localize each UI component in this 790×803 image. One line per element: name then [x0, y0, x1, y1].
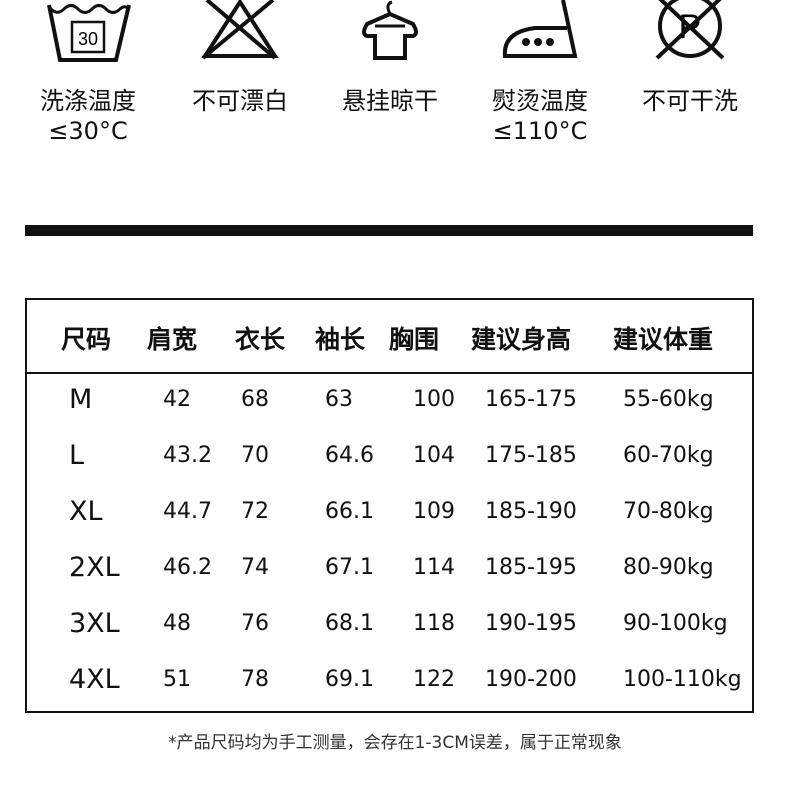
table-cell: 60-70kg: [623, 443, 714, 468]
care-item-wash: 30 洗涤温度 ≤30°C: [13, 0, 163, 145]
table-cell: 68.1: [325, 611, 374, 636]
table-cell: 78: [241, 667, 269, 692]
table-cell: 74: [241, 555, 269, 580]
care-item-hang: 悬挂晾干: [315, 0, 465, 115]
care-item-dryclean: P 不可干洗: [615, 0, 765, 115]
column-header: 建议身高: [471, 325, 572, 354]
table-cell: 185-190: [485, 499, 577, 524]
table-cell: 63: [325, 387, 353, 412]
table-cell: 122: [413, 667, 455, 692]
table-cell: 66.1: [325, 499, 374, 524]
table-cell: 100-110kg: [623, 667, 742, 692]
care-label: 洗涤温度: [40, 87, 136, 115]
table-cell: 42: [163, 387, 191, 412]
care-item-iron: 熨烫温度 ≤110°C: [465, 0, 615, 145]
care-label: 熨烫温度: [492, 87, 588, 115]
table-cell: 104: [413, 443, 455, 468]
size-cell: 3XL: [69, 608, 120, 639]
table-cell: 70: [241, 443, 269, 468]
table-cell: 190-200: [485, 667, 577, 692]
hang-dry-icon: [362, 0, 418, 60]
table-cell: 46.2: [163, 555, 212, 580]
measurement-note: *产品尺码均为手工测量，会存在1-3CM误差，属于正常现象: [168, 733, 622, 753]
table-cell: 70-80kg: [623, 499, 714, 524]
column-header: 袖长: [315, 325, 366, 354]
table-cell: 68: [241, 387, 269, 412]
care-label: 悬挂晾干: [342, 87, 438, 115]
table-cell: 165-175: [485, 387, 577, 412]
iron-medium-icon: [502, 0, 578, 58]
table-cell: 80-90kg: [623, 555, 714, 580]
table-cell: 185-195: [485, 555, 577, 580]
divider-bar: [25, 225, 753, 236]
table-cell: 114: [413, 555, 455, 580]
column-header: 建议体重: [613, 325, 714, 354]
size-table: 尺码 肩宽 衣长 袖长 胸围 建议身高 建议体重 M 42 68 63 100 165-175 55-6…: [25, 298, 754, 713]
column-header: 尺码: [61, 325, 112, 354]
table-cell: 76: [241, 611, 269, 636]
size-cell: L: [69, 440, 85, 471]
table-cell: 69.1: [325, 667, 374, 692]
size-cell: M: [69, 384, 93, 415]
column-header: 胸围: [389, 325, 440, 354]
care-sub: ≤30°C: [48, 117, 128, 145]
table-cell: 55-60kg: [623, 387, 714, 412]
table-cell: 48: [163, 611, 191, 636]
size-cell: 2XL: [69, 552, 120, 583]
table-cell: 51: [163, 667, 191, 692]
wash-30-icon: 30: [47, 4, 131, 62]
table-cell: 90-100kg: [623, 611, 728, 636]
no-bleach-icon: [201, 0, 279, 60]
table-cell: 190-195: [485, 611, 577, 636]
size-cell: 4XL: [69, 664, 120, 695]
table-header: 尺码 肩宽 衣长 袖长 胸围 建议身高 建议体重: [27, 300, 752, 374]
no-dry-clean-icon: P: [655, 0, 725, 60]
svg-text:30: 30: [78, 29, 98, 49]
table-cell: 118: [413, 611, 455, 636]
column-header: 衣长: [235, 325, 286, 354]
table-cell: 100: [413, 387, 455, 412]
table-cell: 64.6: [325, 443, 374, 468]
table-cell: 67.1: [325, 555, 374, 580]
size-cell: XL: [69, 496, 103, 527]
column-header: 肩宽: [147, 325, 198, 354]
table-cell: 72: [241, 499, 269, 524]
table-cell: 175-185: [485, 443, 577, 468]
care-label: 不可漂白: [192, 87, 288, 115]
care-label: 不可干洗: [642, 87, 738, 115]
table-cell: 44.7: [163, 499, 212, 524]
table-cell: 109: [413, 499, 455, 524]
table-cell: 43.2: [163, 443, 212, 468]
care-sub: ≤110°C: [492, 117, 588, 145]
care-item-bleach: 不可漂白: [165, 0, 315, 115]
